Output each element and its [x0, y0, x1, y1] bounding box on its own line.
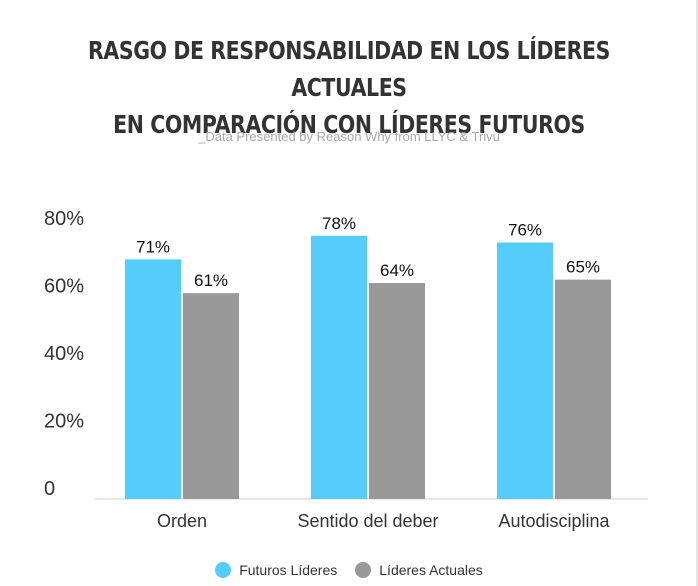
bar-actuales: [183, 293, 239, 499]
legend-label-futuros: Futuros Líderes: [239, 562, 338, 578]
chart-subtitle: _Data Presented by Reason Why from LLYC …: [198, 129, 500, 144]
data-label: 78%: [322, 214, 356, 233]
bar-futuros: [311, 235, 367, 499]
x-tick-label: Autodisciplina: [498, 511, 610, 531]
data-label: 71%: [136, 237, 170, 256]
y-tick-label: 80%: [44, 208, 84, 230]
legend: Futuros Líderes Líderes Actuales: [0, 562, 698, 578]
y-tick-label: 60%: [44, 276, 84, 298]
chart-title: Rasgo de responsabilidad en los líderes …: [63, 32, 635, 143]
data-label: 65%: [566, 258, 600, 277]
legend-item-futuros: Futuros Líderes: [215, 562, 337, 578]
x-tick-label: Orden: [157, 511, 207, 531]
chart-title-line-2: en comparación con líderes futuros: [113, 110, 585, 139]
bar-actuales: [555, 279, 611, 499]
bar-actuales: [369, 283, 425, 499]
x-tick-label: Sentido del deber: [297, 511, 438, 531]
legend-swatch-futuros: [215, 562, 232, 578]
legend-item-actuales: Líderes Actuales: [355, 562, 483, 578]
bar-futuros: [125, 259, 181, 499]
data-label: 64%: [380, 261, 414, 280]
legend-label-actuales: Líderes Actuales: [379, 562, 483, 578]
data-label: 61%: [194, 271, 228, 290]
y-tick-label: 20%: [44, 411, 84, 433]
frame-edge: [696, 0, 698, 586]
y-tick-label: 40%: [44, 343, 84, 365]
y-tick-label: 0: [44, 478, 55, 500]
data-label: 76%: [508, 221, 542, 240]
legend-swatch-actuales: [355, 562, 372, 578]
chart-title-line-1: Rasgo de responsabilidad en los líderes …: [88, 36, 610, 102]
bar-futuros: [497, 242, 553, 499]
bar-chart: 0 20% 40% 60% 80% 71% 61% Orden 78% 64% Sentido de…: [44, 208, 648, 531]
